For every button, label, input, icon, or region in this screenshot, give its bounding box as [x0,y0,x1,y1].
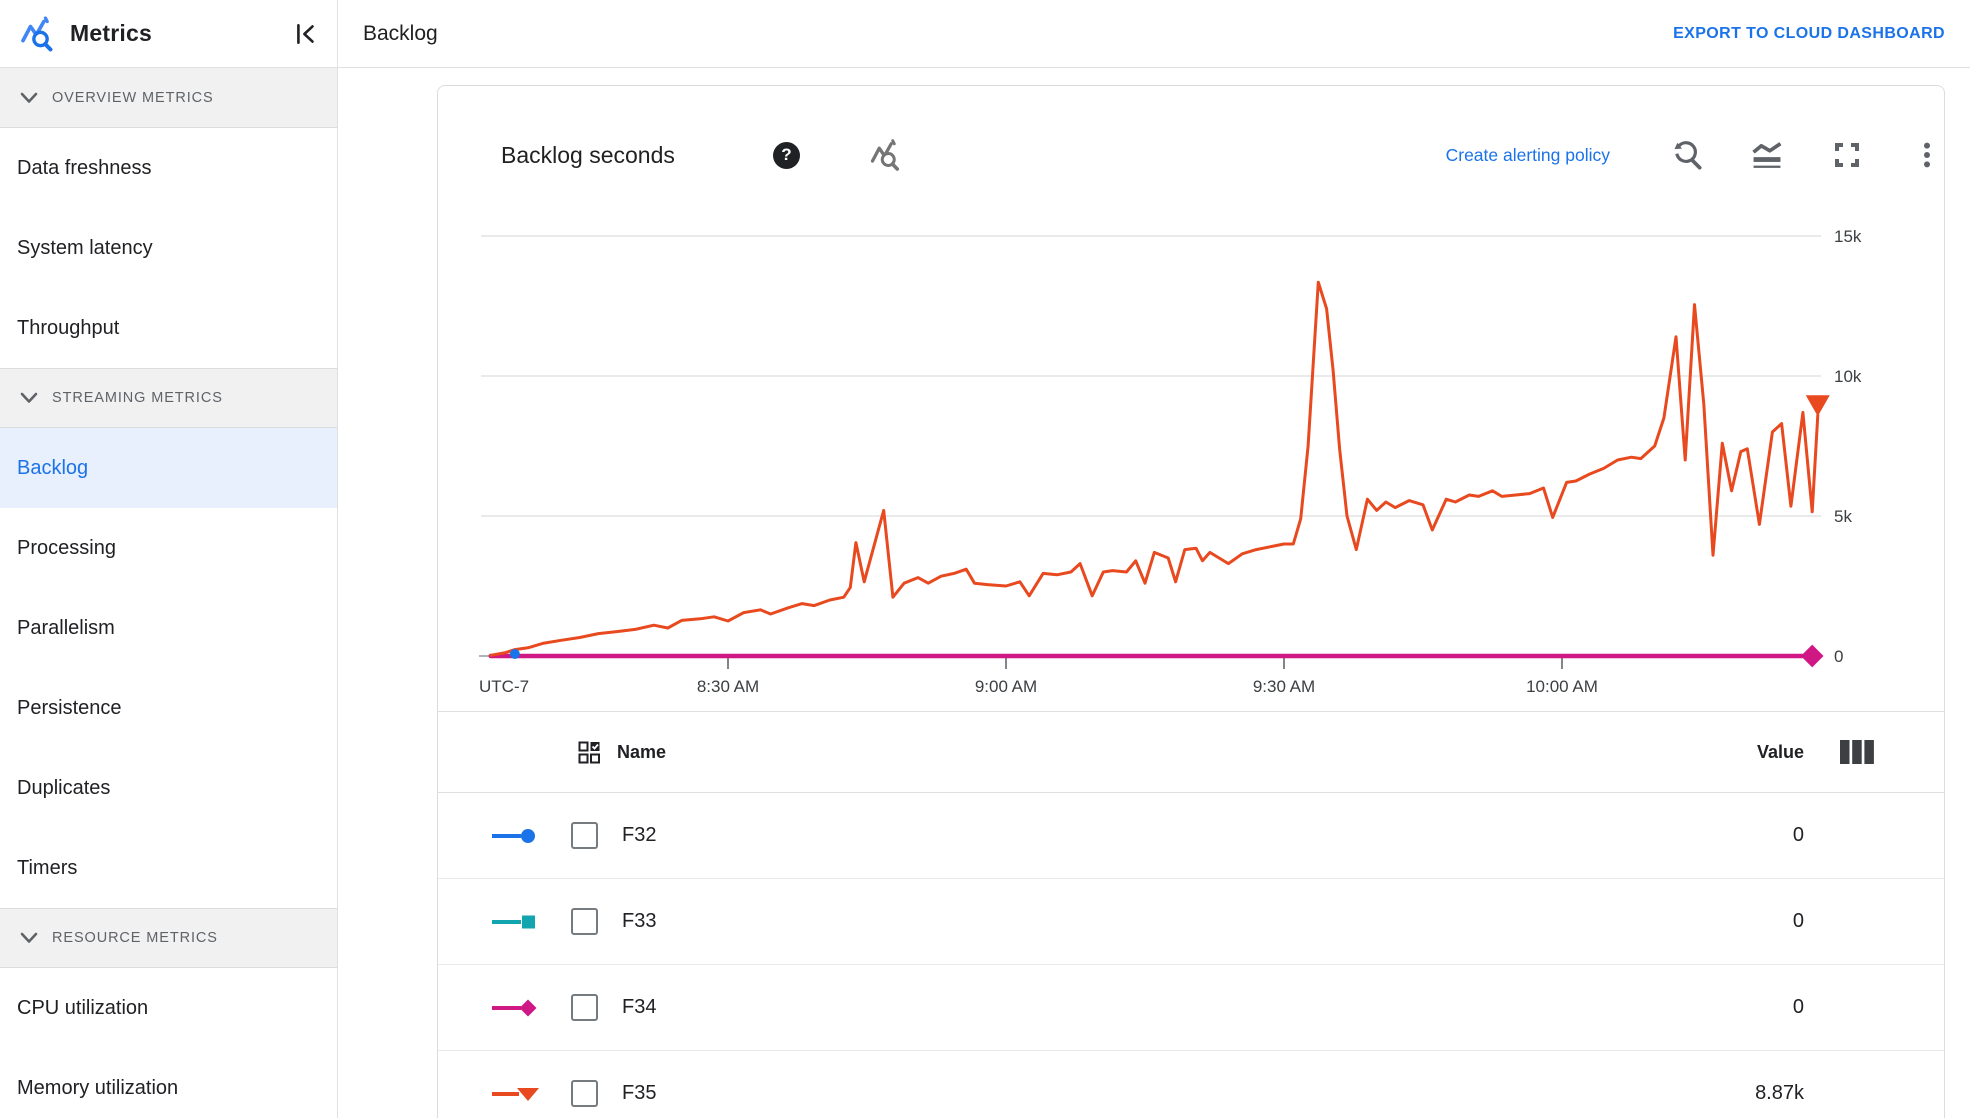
series-marker-diamond [491,998,539,1018]
chart-card-header: Backlog seconds ? Create alerting policy [438,124,1944,186]
metrics-logo-icon [18,14,58,54]
table-row-f32[interactable]: F32 0 [438,793,1944,879]
create-alerting-policy-link[interactable]: Create alerting policy [1445,144,1610,165]
section-title: OVERVIEW METRICS [52,89,214,106]
chevron-down-icon [19,931,39,945]
series-value: 8.87k [1755,1082,1804,1104]
sidebar-item-system-latency[interactable]: System latency [17,236,153,259]
sidebar-item-throughput[interactable]: Throughput [17,316,120,339]
fullscreen-icon[interactable] [1830,138,1864,172]
series-name: F32 [622,824,657,846]
page-title: Backlog [363,21,438,45]
chevron-down-icon [19,91,39,105]
top-bar: Metrics Backlog EXPORT TO CLOUD DASHBOAR… [0,0,1970,68]
backlog-line-chart: 0 5k 10k 15k 8:30 AM 9:00 AM 9:30 AM 10:00 AM UT… [479,227,1862,696]
svg-text:10k: 10k [1834,367,1862,386]
series-name: F33 [622,910,657,932]
series-table: Name Value F32 0 [438,711,1944,1118]
section-streaming-metrics[interactable]: STREAMING METRICS [0,368,337,428]
svg-text:8:30 AM: 8:30 AM [697,677,759,696]
more-options-icon[interactable] [1910,138,1944,172]
sidebar-item-data-freshness[interactable]: Data freshness [17,156,152,179]
select-series-grid-icon[interactable] [578,741,601,764]
series-value: 0 [1792,910,1804,932]
svg-text:10:00 AM: 10:00 AM [1526,677,1598,696]
chart-actions: Create alerting policy [1446,138,1944,172]
series-marker-triangle-down [491,1084,539,1104]
table-row-f33[interactable]: F33 0 [438,879,1944,965]
series-checkbox[interactable] [571,822,598,849]
series-value: 0 [1792,996,1804,1018]
svg-text:UTC-7: UTC-7 [479,677,529,696]
series-checkbox[interactable] [571,908,598,935]
zoom-reset-icon[interactable] [1670,138,1704,172]
svg-text:9:00 AM: 9:00 AM [975,677,1037,696]
series-name: F34 [622,996,657,1018]
sidebar-header: Metrics [0,0,338,67]
series-checkbox[interactable] [571,1080,598,1107]
collapse-sidebar-icon[interactable] [293,21,319,47]
table-row-f35[interactable]: F35 8.87k [438,1051,1944,1118]
chart-title: Backlog seconds [501,141,675,168]
section-resource-metrics[interactable]: RESOURCE METRICS [0,908,337,968]
metrics-explorer-icon[interactable] [868,137,904,173]
app-title: Metrics [70,20,152,46]
section-title: STREAMING METRICS [52,390,223,406]
svg-text:0: 0 [1834,647,1843,666]
table-row-f34[interactable]: F34 0 [438,965,1944,1051]
svg-text:5k: 5k [1834,507,1852,526]
series-value: 0 [1792,824,1804,846]
metrics-sidebar: OVERVIEW METRICS Data freshness System l… [0,68,338,1118]
sidebar-item-duplicates[interactable]: Duplicates [17,776,111,799]
svg-text:9:30 AM: 9:30 AM [1253,677,1315,696]
sidebar-item-cpu-utilization[interactable]: CPU utilization [17,996,149,1019]
series-table-header: Name Value [438,711,1944,793]
series-checkbox[interactable] [571,994,598,1021]
section-title: RESOURCE METRICS [52,930,218,946]
sidebar-item-persistence[interactable]: Persistence [17,696,122,719]
chevron-down-icon [19,391,39,405]
area-chart-mode-icon[interactable] [1750,138,1784,172]
page-header: Backlog EXPORT TO CLOUD DASHBOARD [338,0,1970,67]
column-settings-icon[interactable] [1838,739,1876,765]
sidebar-item-backlog[interactable]: Backlog [0,428,337,508]
series-name: F35 [622,1082,657,1104]
sidebar-item-parallelism[interactable]: Parallelism [17,616,115,639]
series-marker-square [491,912,539,932]
svg-text:15k: 15k [1834,227,1862,246]
export-to-cloud-dashboard-link[interactable]: EXPORT TO CLOUD DASHBOARD [1673,24,1945,42]
help-icon[interactable]: ? [772,141,800,169]
value-column-header[interactable]: Value [1756,741,1804,762]
sidebar-item-timers[interactable]: Timers [17,856,78,879]
sidebar-item-memory-utilization[interactable]: Memory utilization [17,1076,179,1099]
section-overview-metrics[interactable]: OVERVIEW METRICS [0,68,337,128]
backlog-chart-card: Backlog seconds ? Create alerting policy [437,85,1945,1118]
sidebar-item-processing[interactable]: Processing [17,536,116,559]
series-marker-circle [491,826,539,846]
name-column-header[interactable]: Name [617,741,667,762]
